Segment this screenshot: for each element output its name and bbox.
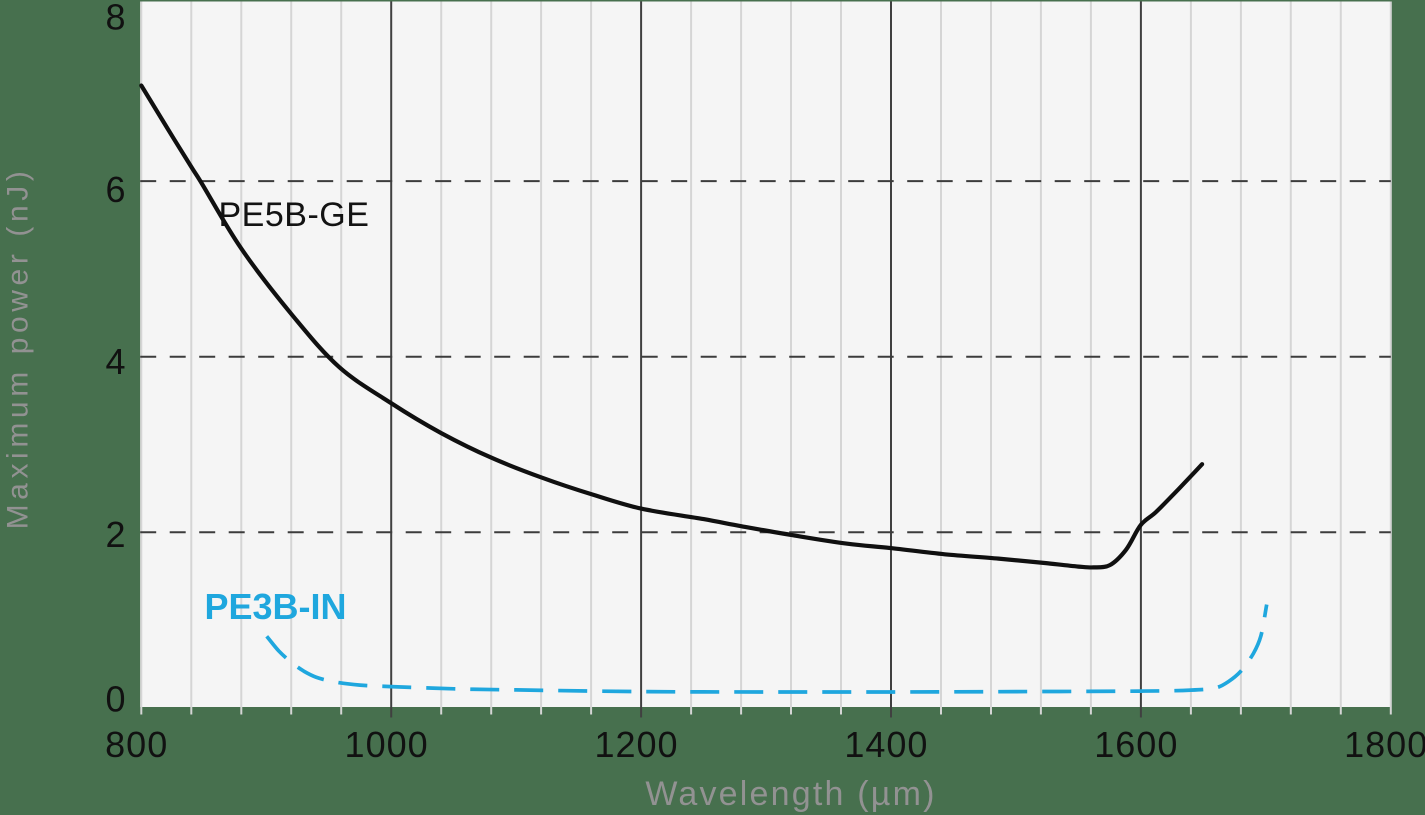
svg-text:1800: 1800: [1344, 724, 1425, 765]
svg-text:Maximum power (nJ): Maximum power (nJ): [2, 167, 35, 530]
svg-text:4: 4: [105, 341, 126, 382]
svg-text:Wavelength (µm): Wavelength (µm): [645, 775, 936, 813]
svg-text:2: 2: [105, 514, 126, 555]
svg-text:PE5B-GE: PE5B-GE: [219, 196, 370, 234]
svg-text:1200: 1200: [594, 724, 678, 765]
svg-text:0: 0: [105, 678, 126, 719]
svg-text:PE3B-IN: PE3B-IN: [205, 586, 347, 627]
svg-text:1600: 1600: [1094, 724, 1178, 765]
svg-text:1000: 1000: [345, 724, 429, 765]
svg-text:800: 800: [105, 724, 168, 765]
svg-text:6: 6: [105, 169, 126, 210]
svg-text:1400: 1400: [844, 724, 928, 765]
svg-text:8: 8: [105, 0, 126, 38]
